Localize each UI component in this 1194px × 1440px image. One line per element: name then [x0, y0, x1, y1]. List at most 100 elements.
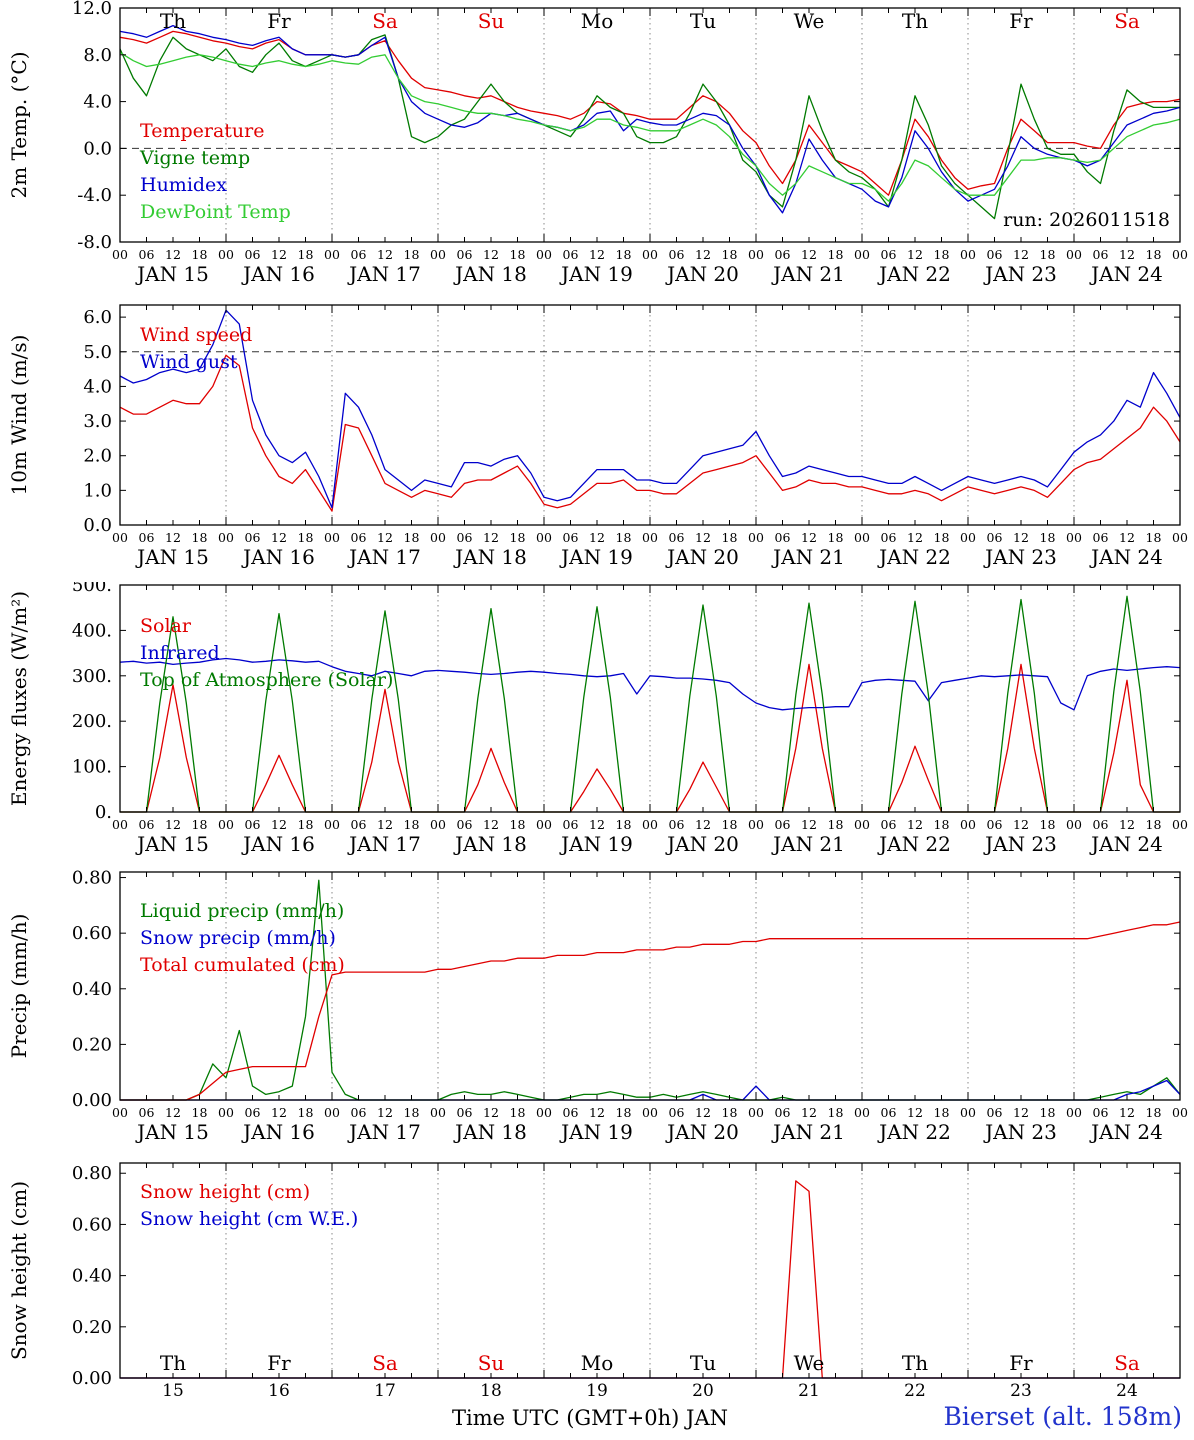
hour-tick-label: 18 — [298, 817, 314, 832]
hour-tick-label: 12 — [377, 247, 393, 262]
date-label: JAN 16 — [241, 1120, 315, 1144]
hour-tick-label: 12 — [271, 817, 287, 832]
hour-tick-label: 00 — [112, 247, 128, 262]
hour-tick-label: 18 — [404, 1105, 420, 1120]
day-name-label: Sa — [372, 1351, 398, 1375]
snow-height-ylabel: Snow height (cm) — [7, 1181, 31, 1360]
hour-tick-label: 12 — [907, 530, 923, 545]
energy-fluxes-ylabel: Energy fluxes (W/m²) — [7, 591, 31, 806]
panel-wind: 6.0 5.0 4.0 3.0 2.0 1.0 0.0 00 06 12 18 JAN 15 00 06 1… — [0, 292, 1194, 582]
y-tick-label: 4.0 — [83, 376, 112, 397]
hour-tick-label: 18 — [934, 1105, 950, 1120]
hour-tick-label: 00 — [1066, 817, 1082, 832]
hour-tick-label: 06 — [669, 817, 685, 832]
y-tick-label: 0.40 — [72, 979, 112, 1000]
hour-tick-label: 06 — [563, 817, 579, 832]
legend-wind-gust: Wind gust — [140, 351, 238, 373]
hour-tick-label: 00 — [854, 247, 870, 262]
day-name-label: We — [794, 9, 825, 33]
station-label: Bierset (alt. 158m) — [943, 1402, 1182, 1431]
hour-tick-label: 06 — [987, 530, 1003, 545]
hour-tick-label: 18 — [1146, 247, 1162, 262]
date-label: JAN 20 — [665, 262, 739, 286]
legend-vigne-temp: Vigne temp — [139, 147, 250, 169]
hour-tick-label: 18 — [722, 817, 738, 832]
date-label: JAN 15 — [135, 545, 209, 569]
hour-tick-label: 00 — [430, 1105, 446, 1120]
y-tick-label: 2.0 — [83, 446, 112, 467]
day-number-label: 16 — [268, 1381, 290, 1400]
y-tick-label: 0.60 — [72, 923, 112, 944]
hour-tick-label: 00 — [112, 817, 128, 832]
y-tick-label: -8.0 — [77, 232, 112, 253]
date-label: JAN 21 — [771, 545, 845, 569]
day-name-label: Fr — [267, 1351, 291, 1375]
line-vigne-temp — [119, 34, 1180, 220]
hour-tick-label: 06 — [1093, 247, 1109, 262]
hour-tick-label: 18 — [616, 817, 632, 832]
date-label: JAN 19 — [559, 262, 633, 286]
hour-tick-label: 00 — [218, 817, 234, 832]
date-label: JAN 20 — [665, 1120, 739, 1144]
legend-humidex: Humidex — [140, 174, 227, 196]
line-top-of-atmosphere-solar — [120, 595, 1180, 813]
hour-tick-label: 06 — [457, 530, 473, 545]
hour-tick-label: 18 — [510, 530, 526, 545]
hour-tick-label: 00 — [218, 1105, 234, 1120]
hour-tick-label: 18 — [1040, 530, 1056, 545]
hour-tick-label: 00 — [324, 1105, 340, 1120]
hour-tick-label: 06 — [457, 247, 473, 262]
date-label: JAN 23 — [983, 545, 1057, 569]
hour-tick-label: 12 — [1119, 1105, 1135, 1120]
y-tick-label: 8.0 — [83, 45, 112, 66]
panel-precipitation: 0.80 0.60 0.40 0.20 0.00 00 06 12 18 JAN 15 00 06 12… — [0, 870, 1194, 1160]
hour-tick-label: 06 — [139, 247, 155, 262]
hour-tick-label: 00 — [748, 1105, 764, 1120]
hour-tick-label: 06 — [881, 530, 897, 545]
day-name-label: Sa — [1114, 9, 1140, 33]
hour-tick-label: 06 — [245, 1105, 261, 1120]
date-label: JAN 22 — [877, 1120, 951, 1144]
day-number-label: 15 — [162, 1381, 184, 1400]
hour-tick-label: 18 — [1146, 530, 1162, 545]
date-label: JAN 19 — [559, 545, 633, 569]
legend-solar: Solar — [140, 615, 192, 637]
legend-wind-speed: Wind speed — [140, 324, 252, 346]
panel-energy-fluxes: 500. 400. 300. 200. 100. 0. 00 06 12 18 JAN 15 00 06… — [0, 582, 1194, 870]
hour-tick-label: 12 — [483, 247, 499, 262]
date-label: JAN 21 — [771, 1120, 845, 1144]
date-label: JAN 23 — [983, 832, 1057, 856]
temperature-ylabel: 2m Temp. (°C) — [7, 51, 31, 198]
hour-tick-label: 06 — [775, 1105, 791, 1120]
hour-tick-label: 00 — [748, 817, 764, 832]
run-label: run: 2026011518 — [1003, 209, 1170, 231]
date-label: JAN 15 — [135, 1120, 209, 1144]
date-label: JAN 18 — [453, 545, 527, 569]
day-name-label: Tu — [690, 1351, 716, 1375]
hour-tick-label: 18 — [828, 530, 844, 545]
day-number-label: 18 — [480, 1381, 502, 1400]
day-name-label: Fr — [1009, 1351, 1033, 1375]
hour-tick-label: 18 — [510, 247, 526, 262]
date-label: JAN 18 — [453, 262, 527, 286]
y-tick-label: 500. — [72, 582, 112, 596]
hour-tick-label: 18 — [722, 530, 738, 545]
date-label: JAN 16 — [241, 545, 315, 569]
hour-tick-label: 00 — [748, 530, 764, 545]
hour-tick-label: 12 — [695, 1105, 711, 1120]
y-tick-label: -4.0 — [77, 185, 112, 206]
legend-total-cumulated-cm: Total cumulated (cm) — [140, 954, 345, 976]
hour-tick-label: 06 — [563, 247, 579, 262]
legend-infrared: Infrared — [140, 642, 220, 664]
hour-tick-label: 12 — [483, 530, 499, 545]
hour-tick-label: 06 — [139, 817, 155, 832]
day-name-label: Fr — [1009, 9, 1033, 33]
hour-tick-label: 00 — [1066, 530, 1082, 545]
hour-tick-label: 06 — [351, 817, 367, 832]
hour-tick-label: 06 — [563, 530, 579, 545]
y-tick-label: 0.0 — [83, 138, 112, 159]
hour-tick-label: 06 — [881, 1105, 897, 1120]
hour-tick-label: 00 — [218, 247, 234, 262]
hour-tick-label: 18 — [616, 1105, 632, 1120]
hour-tick-label: 00 — [536, 247, 552, 262]
